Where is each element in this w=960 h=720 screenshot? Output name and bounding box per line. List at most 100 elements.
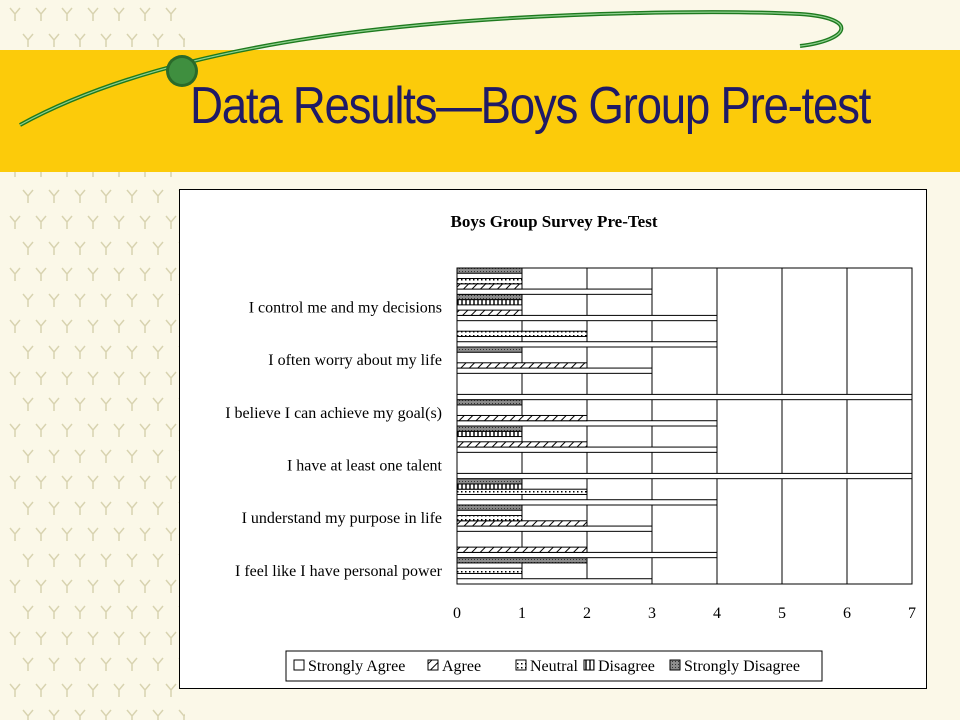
pattern-glyph	[74, 657, 86, 671]
legend-swatch	[669, 659, 681, 671]
pattern-glyph	[113, 683, 125, 697]
pattern-glyph	[22, 241, 34, 255]
bar	[456, 441, 588, 448]
pattern-glyph	[100, 657, 112, 671]
legend-label: Neutral	[530, 658, 579, 675]
pattern-glyph	[22, 501, 34, 515]
pattern-glyph	[61, 319, 73, 333]
category-label: I feel like I have personal power	[235, 563, 443, 580]
category-label: I often worry about my life	[268, 352, 442, 369]
pattern-glyph	[35, 7, 47, 21]
pattern-glyph	[61, 371, 73, 385]
pattern-glyph	[100, 345, 112, 359]
pattern-glyph	[61, 631, 73, 645]
pattern-glyph	[48, 345, 60, 359]
pattern-glyph	[113, 267, 125, 281]
pattern-glyph	[126, 709, 138, 720]
pattern-glyph	[9, 371, 21, 385]
pattern-glyph	[48, 397, 60, 411]
pattern-glyph	[61, 423, 73, 437]
pattern-glyph	[48, 293, 60, 307]
chart-bars	[456, 267, 913, 585]
pattern-glyph	[113, 527, 125, 541]
pattern-glyph	[126, 553, 138, 567]
pattern-glyph	[113, 631, 125, 645]
pattern-glyph	[87, 423, 99, 437]
pattern-glyph	[152, 501, 164, 515]
pattern-glyph	[48, 189, 60, 203]
pattern-glyph	[9, 215, 21, 229]
category-labels: I feel like I have personal power I under…	[225, 300, 442, 580]
x-tick-label: 4	[713, 605, 721, 622]
pattern-glyph	[100, 449, 112, 463]
bar	[456, 299, 523, 306]
x-tick-label: 6	[843, 605, 851, 622]
pattern-glyph	[74, 449, 86, 463]
pattern-glyph	[74, 709, 86, 720]
pattern-glyph	[87, 319, 99, 333]
bar	[456, 478, 523, 485]
pattern-glyph	[152, 397, 164, 411]
category-label: I believe I can achieve my goal(s)	[225, 405, 442, 422]
pattern-glyph	[139, 319, 151, 333]
pattern-glyph	[48, 501, 60, 515]
pattern-glyph	[113, 7, 125, 21]
bar	[456, 567, 523, 574]
pattern-glyph	[126, 449, 138, 463]
pattern-glyph	[152, 657, 164, 671]
pattern-glyph	[48, 553, 60, 567]
pattern-glyph	[35, 267, 47, 281]
x-tick-label: 5	[778, 605, 786, 622]
pattern-glyph	[126, 241, 138, 255]
category-label: I control me and my decisions	[249, 300, 442, 317]
bar	[456, 346, 523, 353]
chart-legend: Strongly Agree Agree Neutral Disagree Strong…	[285, 650, 823, 682]
pattern-glyph	[48, 709, 60, 720]
pattern-glyph	[139, 631, 151, 645]
bar	[456, 578, 653, 585]
pattern-glyph	[74, 605, 86, 619]
pattern-glyph	[152, 605, 164, 619]
bar	[456, 483, 523, 490]
legend-label: Strongly Disagree	[684, 658, 800, 675]
bar	[456, 525, 653, 532]
pattern-glyph	[113, 579, 125, 593]
pattern-glyph	[165, 475, 177, 489]
legend-swatch	[515, 659, 527, 671]
pattern-glyph	[74, 189, 86, 203]
bar	[456, 425, 523, 432]
pattern-glyph	[22, 397, 34, 411]
pattern-glyph	[48, 33, 60, 47]
bar	[456, 362, 588, 369]
legend-swatch	[293, 659, 305, 671]
pattern-glyph	[9, 319, 21, 333]
bar	[456, 504, 523, 511]
bar	[456, 367, 653, 374]
pattern-glyph	[139, 215, 151, 229]
pattern-glyph	[22, 345, 34, 359]
pattern-glyph	[9, 683, 21, 697]
x-tick-label: 0	[453, 605, 461, 622]
pattern-glyph	[48, 605, 60, 619]
pattern-glyph	[100, 189, 112, 203]
pattern-glyph	[165, 527, 177, 541]
pattern-glyph	[113, 475, 125, 489]
pattern-glyph	[22, 449, 34, 463]
pattern-glyph	[22, 189, 34, 203]
bar	[456, 267, 523, 274]
legend-label: Strongly Agree	[308, 658, 405, 675]
pattern-glyph	[35, 475, 47, 489]
pattern-glyph	[152, 241, 164, 255]
pattern-glyph	[61, 579, 73, 593]
pattern-glyph	[22, 33, 34, 47]
bar	[456, 551, 718, 559]
bar	[456, 414, 588, 422]
pattern-glyph	[9, 579, 21, 593]
pattern-glyph	[61, 527, 73, 541]
pattern-glyph	[61, 7, 73, 21]
x-tick-label: 7	[908, 605, 916, 622]
page-title: Data Results—Boys Group Pre-test	[190, 77, 871, 135]
pattern-glyph	[35, 631, 47, 645]
pattern-glyph	[126, 657, 138, 671]
pattern-glyph	[87, 683, 99, 697]
